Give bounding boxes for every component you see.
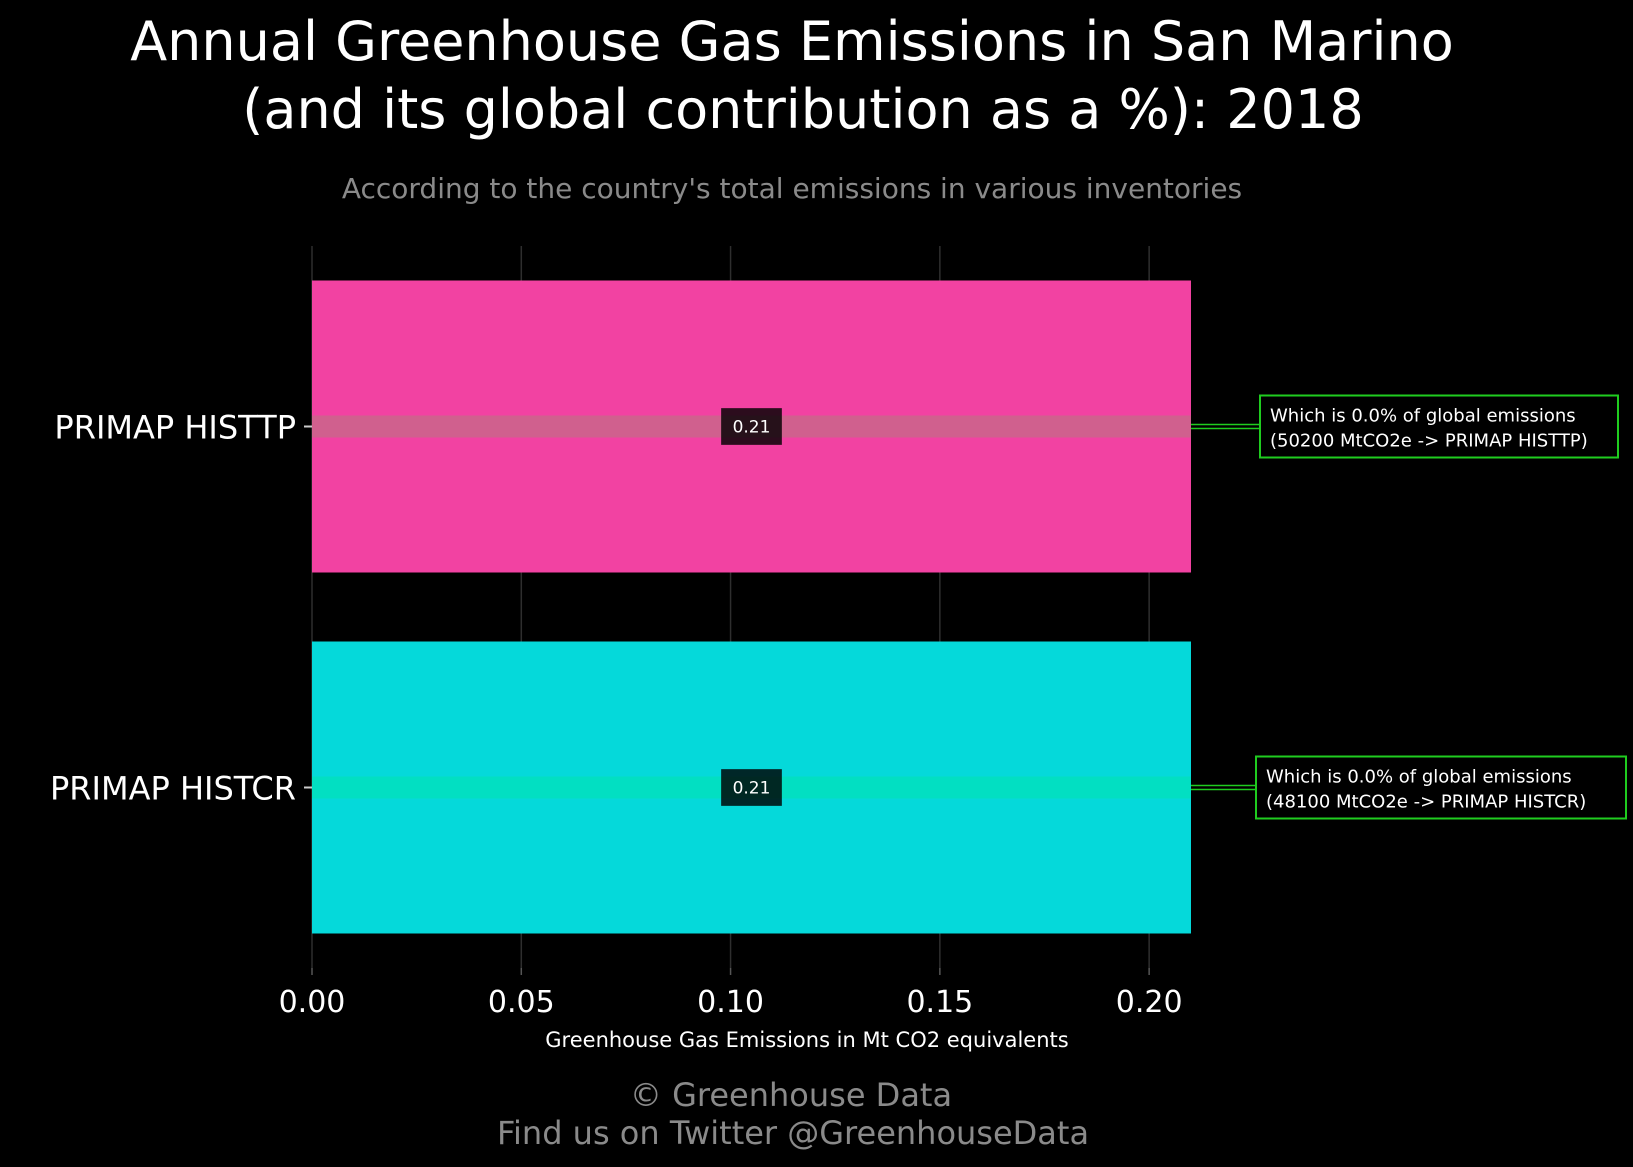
chart-subtitle: According to the country's total emissio… [342,172,1242,205]
chart-title-line1: Annual Greenhouse Gas Emissions in San M… [130,10,1454,73]
value-label: 0.21 [733,418,771,438]
x-axis-title: Greenhouse Gas Emissions in Mt CO2 equiv… [545,1028,1068,1052]
value-label-box [721,769,782,806]
x-tick-label: 0.20 [1116,985,1183,1020]
bars: 0.21 0.21 [312,280,1191,934]
chart-title-line2: (and its global contribution as a %): 20… [242,78,1363,141]
annotation-line2: (48100 MtCO2e -> PRIMAP HISTCR) [1266,792,1586,813]
x-tick-label: 0.15 [906,985,973,1020]
value-label-box [721,408,782,445]
footer-twitter: Find us on Twitter @GreenhouseData [497,1114,1089,1152]
x-tick-label: 0.00 [279,985,346,1020]
annotation-line2: (50200 MtCO2e -> PRIMAP HISTTP) [1270,431,1588,452]
category-label: PRIMAP HISTTP [54,409,296,447]
annotation-line1: Which is 0.0% of global emissions [1266,767,1572,788]
value-label: 0.21 [733,779,771,799]
annotations: Which is 0.0% of global emissions (50200 … [1191,394,1627,820]
annotation-box [1255,755,1627,820]
footer-copyright: © Greenhouse Data [630,1076,952,1114]
annotation-line1: Which is 0.0% of global emissions [1270,406,1576,427]
x-tick-label: 0.10 [697,985,764,1020]
annotation-box [1259,394,1619,459]
category-label: PRIMAP HISTCR [50,770,296,808]
x-tick-label: 0.05 [488,985,555,1020]
x-axis: 0.00 0.05 0.10 0.15 0.20 PRIMAP HISTTP PRIMAP … [50,409,1183,1021]
